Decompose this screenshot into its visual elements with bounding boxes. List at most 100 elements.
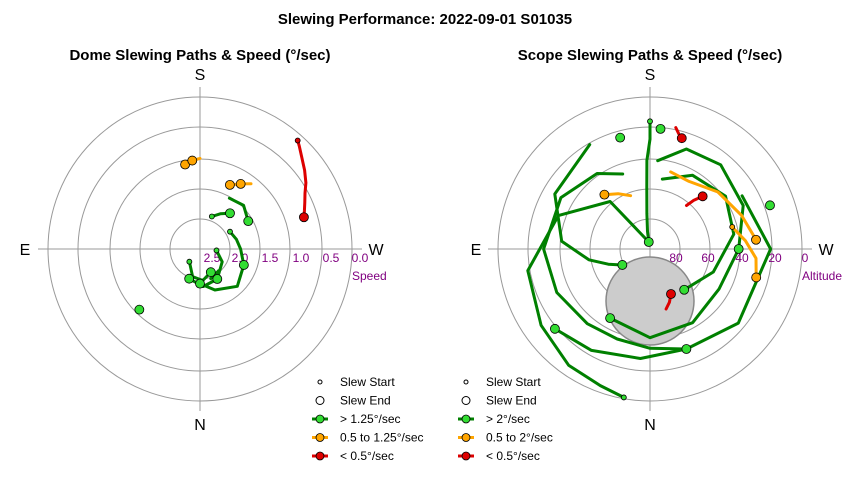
zenith-exclusion-disk [605, 256, 695, 346]
dome-cardinal-bottom: N [194, 417, 206, 434]
slew-end-marker [655, 123, 666, 134]
legend-marker-symbol [315, 451, 325, 461]
dome-cardinal-right: W [368, 242, 384, 259]
dome-cardinal-left: E [20, 242, 31, 259]
radial-tick-label: 0 [802, 251, 809, 265]
slew-start-marker [729, 224, 736, 230]
slew-start-marker [294, 137, 301, 144]
legend-label: < 0.5°/sec [486, 449, 540, 463]
slew-path-green [227, 196, 250, 223]
radial-tick-label: 0.5 [323, 251, 340, 265]
dome-radial-label: Speed [352, 269, 387, 283]
figure-title: Slewing Performance: 2022-09-01 S01035 [278, 11, 572, 28]
slew-path-green [526, 200, 651, 399]
legend-end-symbol [461, 396, 471, 405]
slew-end-marker [224, 179, 235, 190]
legend-marker-symbol [315, 414, 325, 424]
radial-tick-label: 1.0 [293, 251, 310, 265]
dome-legend: Slew Start Slew End > 1.25°/sec 0.5 to 1.25… [312, 375, 424, 463]
legend-label: 0.5 to 1.25°/sec [340, 431, 424, 445]
slew-path-green [660, 173, 736, 292]
slew-start-marker [647, 118, 653, 125]
slew-start-marker [186, 258, 193, 265]
legend-label: 0.5 to 2°/sec [486, 431, 553, 445]
slew-end-marker [243, 216, 254, 227]
legend-marker-symbol [461, 414, 471, 424]
scope-cardinal-right: W [818, 242, 834, 259]
radial-tick-label: 60 [701, 251, 715, 265]
dome-cardinal-top: S [195, 67, 206, 84]
scope-slew-markers [550, 118, 775, 401]
scope-radial-ticks: 80 60 40 20 0 [669, 251, 808, 265]
legend-marker-symbol [461, 451, 471, 461]
radial-tick-label: 40 [735, 251, 749, 265]
slew-start-marker [227, 228, 233, 235]
legend-start-symbol [463, 379, 469, 385]
slew-end-marker [617, 260, 628, 270]
radial-tick-label: 1.5 [262, 251, 279, 265]
scope-legend: Slew Start Slew End > 2°/sec 0.5 to 2°/sec <… [458, 375, 553, 463]
scope-chart: Scope Slewing Paths & Speed (°/sec) 80 60… [458, 47, 842, 463]
scope-cardinal-bottom: N [644, 417, 656, 434]
legend-start-symbol [317, 379, 323, 385]
slew-end-marker [225, 208, 235, 219]
slew-start-marker [620, 394, 627, 401]
slew-end-marker [238, 260, 249, 270]
scope-slew-paths [526, 119, 773, 399]
slew-end-marker [299, 212, 309, 223]
dome-chart: Dome Slewing Paths & Speed (°/sec) 2.5 2.… [20, 47, 424, 463]
radial-tick-label: 80 [669, 251, 683, 265]
slew-end-marker [643, 237, 654, 247]
slew-end-marker [697, 191, 708, 202]
slew-path-green [645, 119, 652, 244]
legend-label: Slew Start [486, 375, 541, 389]
scope-zenith-disk [605, 256, 695, 346]
legend-label: Slew End [486, 394, 537, 408]
slew-end-marker [679, 284, 690, 295]
slew-path-green [187, 260, 213, 282]
slew-end-marker [666, 289, 676, 299]
slew-path-green [553, 143, 624, 267]
slew-end-marker [676, 133, 687, 144]
radial-tick-label: 2.5 [204, 251, 221, 265]
slew-end-marker [615, 132, 626, 143]
legend-label: Slew Start [340, 375, 395, 389]
scope-cardinal-top: S [645, 67, 656, 84]
radial-tick-label: 20 [768, 251, 782, 265]
slew-end-marker [134, 304, 145, 315]
slew-end-marker [184, 273, 195, 284]
slew-end-marker [205, 267, 216, 278]
slew-path-orange [669, 170, 758, 242]
slew-end-marker [765, 200, 775, 211]
dome-chart-title: Dome Slewing Paths & Speed (°/sec) [69, 47, 330, 64]
slew-path-orange [730, 225, 758, 279]
legend-end-symbol [315, 396, 325, 405]
legend-marker-symbol [315, 433, 325, 442]
slew-end-marker [550, 323, 560, 334]
scope-radial-label: Altitude [802, 269, 842, 283]
legend-marker-symbol [461, 433, 471, 442]
slew-end-marker [599, 189, 610, 200]
slew-path-red [296, 139, 308, 219]
slew-end-marker [187, 155, 198, 166]
slew-end-marker [212, 274, 223, 284]
slew-end-marker [751, 272, 762, 283]
slew-path-green [542, 172, 688, 351]
legend-label: > 2°/sec [486, 412, 530, 426]
slew-end-marker [235, 179, 246, 189]
slew-end-marker [751, 234, 761, 245]
slew-end-marker [733, 244, 744, 254]
dome-radial-ticks: 2.5 2.0 1.5 1.0 0.5 0.0 [204, 251, 369, 265]
legend-label: < 0.5°/sec [340, 449, 394, 463]
scope-cardinal-left: E [471, 242, 482, 259]
radial-tick-label: 0.0 [352, 251, 369, 265]
scope-chart-title: Scope Slewing Paths & Speed (°/sec) [518, 47, 782, 64]
slew-start-marker [208, 213, 215, 220]
slew-end-marker [195, 278, 205, 289]
dome-slew-markers [134, 137, 309, 315]
legend-label: Slew End [340, 394, 391, 408]
slew-end-marker [681, 344, 692, 354]
dome-polar-grid [38, 87, 362, 411]
